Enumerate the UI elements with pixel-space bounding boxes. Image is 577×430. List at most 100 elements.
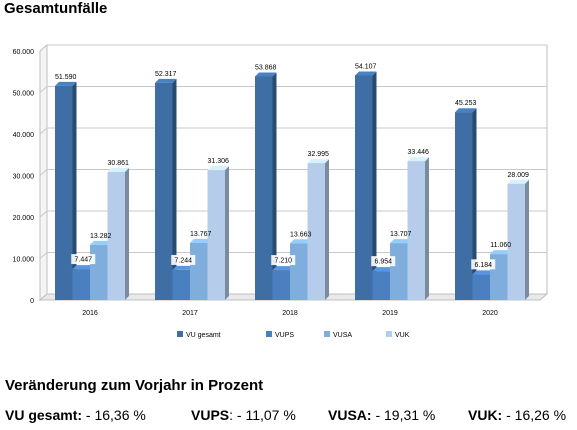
y-tick-label: 30.000 (13, 174, 35, 181)
change-label: VUPS (191, 407, 230, 423)
y-tick-label: 60.000 (13, 49, 35, 56)
bar (55, 85, 73, 301)
data-label: 51.590 (55, 74, 77, 81)
data-label: 54.107 (355, 63, 377, 70)
change-summary-row: VU gesamt: - 16,36 % VUPS: - 11,07 % VUS… (5, 407, 577, 427)
bar-side (272, 72, 277, 300)
y-tick-label: 10.000 (13, 257, 35, 264)
gridline (39, 252, 547, 259)
bar (407, 161, 425, 300)
bar-top (372, 267, 394, 272)
data-label: 7.244 (174, 257, 192, 264)
legend-label: VUSA (333, 332, 352, 339)
data-label: 28.009 (508, 172, 530, 179)
bar-side (372, 71, 377, 300)
bar-top (355, 71, 377, 76)
bar-side (125, 167, 129, 300)
bar-side (325, 159, 329, 300)
bar-top (507, 179, 529, 184)
change-vuk: VUK: - 16,26 % (468, 407, 566, 423)
bar (255, 76, 273, 300)
x-tick-label: 2018 (282, 310, 298, 317)
change-label: VU gesamt: (5, 407, 83, 423)
bar (72, 269, 90, 300)
data-label: 13.282 (90, 233, 112, 240)
data-label: 11.060 (490, 242, 511, 249)
bar-top (255, 72, 277, 77)
change-vusa: VUSA: - 19,31 % (328, 407, 435, 423)
bar (355, 75, 373, 300)
legend-swatch (177, 331, 183, 337)
legend-swatch (386, 331, 392, 337)
change-value: : - 11,07 % (229, 407, 296, 423)
legend-swatch (324, 331, 330, 337)
data-label-box (271, 255, 296, 266)
data-label: 30.861 (108, 160, 130, 167)
data-label: 7.210 (274, 258, 292, 265)
data-label-box (371, 256, 396, 267)
bar (107, 171, 125, 300)
bar-top (307, 159, 329, 164)
bar (507, 183, 525, 300)
data-label: 13.663 (290, 231, 312, 238)
bar (472, 274, 490, 300)
change-label: VUK: (468, 407, 503, 423)
change-heading: Veränderung zum Vorjahr in Prozent (5, 377, 264, 394)
bar-chart: 0 10.000 20.000 30.000 40.000 50.000 60.000 51.… (13, 43, 549, 339)
bar (172, 269, 190, 300)
gridline (39, 44, 547, 52)
bar-top (172, 265, 194, 270)
bar-top (390, 239, 412, 244)
bar-side (172, 78, 177, 300)
change-label: VUSA: (328, 407, 372, 423)
bar-side (525, 179, 529, 300)
bar-top (455, 108, 477, 113)
data-label: 7.447 (74, 257, 92, 264)
x-tick-label: 2017 (182, 310, 198, 317)
bar-top (490, 250, 512, 255)
bar-side (72, 81, 77, 301)
gridline (39, 86, 547, 93)
gridline (39, 210, 547, 218)
bar-side (425, 157, 429, 300)
bar-side (225, 166, 229, 300)
data-label: 13.767 (190, 231, 212, 238)
bar-top (72, 265, 94, 270)
legend-swatch (266, 331, 272, 337)
change-value: - 16,36 % (82, 407, 146, 423)
bar-top (190, 238, 212, 243)
y-tick-label: 20.000 (13, 215, 35, 222)
bar (190, 242, 208, 300)
change-vups: VUPS: - 11,07 % (191, 407, 296, 423)
y-tick-label: 0 (30, 298, 34, 305)
bar-top (207, 166, 229, 171)
data-label: 53.868 (255, 64, 277, 71)
bar (90, 244, 108, 300)
bar-top (107, 167, 129, 172)
x-tick-label: 2016 (82, 310, 98, 317)
bar (307, 163, 325, 300)
data-label-box (171, 254, 196, 265)
change-vu-gesamt: VU gesamt: - 16,36 % (5, 407, 146, 423)
data-label: 31.306 (208, 158, 230, 165)
y-tick-label: 40.000 (13, 132, 35, 139)
bar (155, 82, 173, 300)
data-label: 52.317 (155, 71, 177, 78)
bar-top (290, 239, 312, 244)
bar (207, 170, 225, 300)
data-label-box (71, 254, 96, 265)
data-label: 33.446 (408, 149, 430, 156)
change-value: - 16,26 % (502, 407, 567, 423)
data-label: 13.707 (390, 231, 412, 238)
legend-label: VUPS (275, 332, 294, 339)
bar (290, 243, 308, 300)
page-title: Gesamtunfälle (4, 0, 108, 17)
change-value: - 19,31 % (371, 407, 436, 423)
bar-top (472, 270, 494, 275)
x-tick-label: 2020 (482, 310, 498, 317)
bar-top (155, 78, 177, 83)
bar (455, 112, 473, 301)
data-label: 45.253 (455, 100, 477, 107)
bar-top (407, 157, 429, 162)
x-tick-label: 2019 (382, 310, 398, 317)
